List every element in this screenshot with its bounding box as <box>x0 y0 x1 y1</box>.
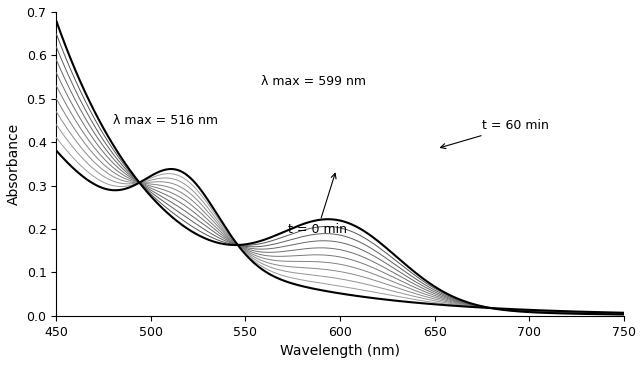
Text: t = 60 min: t = 60 min <box>440 119 549 149</box>
X-axis label: Wavelength (nm): Wavelength (nm) <box>280 344 400 358</box>
Y-axis label: Absorbance: Absorbance <box>7 123 21 205</box>
Text: λ max = 599 nm: λ max = 599 nm <box>260 75 366 88</box>
Text: λ max = 516 nm: λ max = 516 nm <box>113 114 218 127</box>
Text: t = 0 min: t = 0 min <box>288 173 347 236</box>
